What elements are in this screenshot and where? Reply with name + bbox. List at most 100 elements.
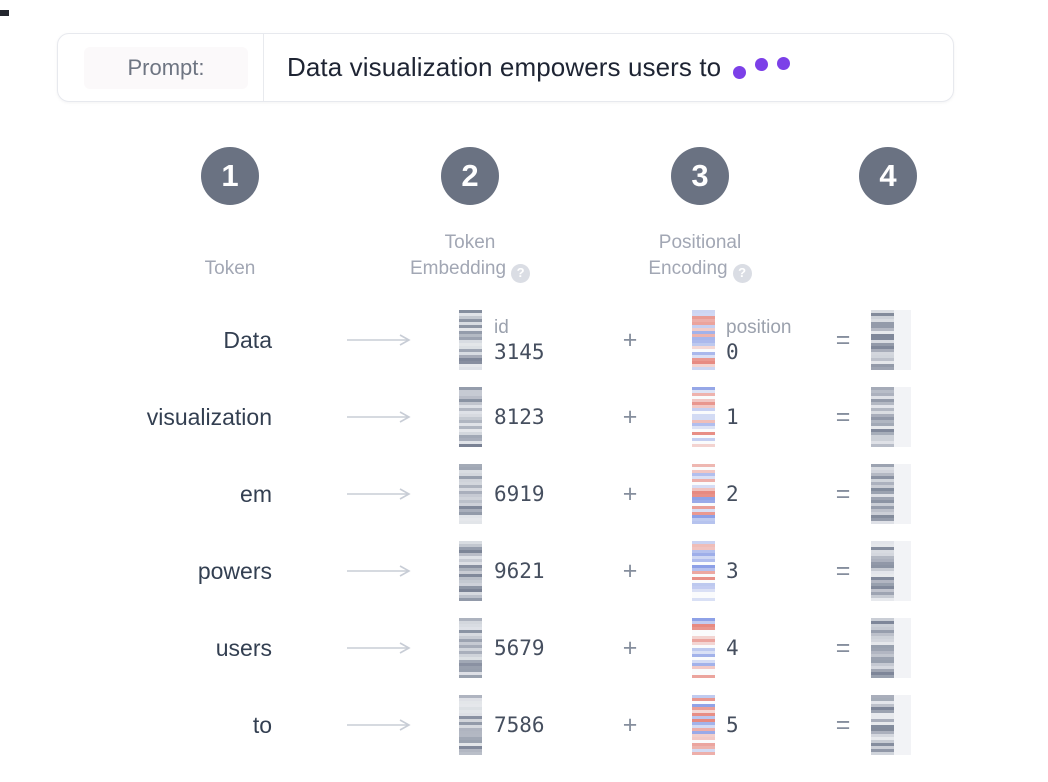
positional-encoding-header-line2: Encoding <box>648 258 728 279</box>
token-row: em id 6919 + position 2 = <box>0 463 1048 525</box>
id-label: id <box>494 316 509 338</box>
token-embedding-header-line1: Token <box>444 232 496 253</box>
prompt-divider <box>263 34 264 101</box>
plus-operator: + <box>622 557 638 585</box>
position-value: 3 <box>726 559 739 583</box>
result-embedding-barcode[interactable] <box>871 541 894 601</box>
token-label[interactable]: users <box>215 635 272 661</box>
step-4-badge: 4 <box>859 147 917 205</box>
positional-encoding-barcode[interactable] <box>692 310 715 370</box>
token-id-cell: id 5679 <box>494 617 545 679</box>
prompt-bar[interactable]: Prompt: Data visualization empowers user… <box>57 33 954 102</box>
flow-arrow-icon <box>347 642 411 654</box>
token-column-header: Token <box>120 256 340 282</box>
token-embedding-header-line2: Embedding <box>409 258 507 279</box>
step-2-badge: 2 <box>441 147 499 205</box>
equals-operator: = <box>835 480 851 508</box>
token-id-cell: id 6919 <box>494 463 545 525</box>
plus-operator: + <box>622 634 638 662</box>
token-label[interactable]: visualization <box>146 404 272 430</box>
position-value: 2 <box>726 482 739 506</box>
loading-dot-icon <box>755 58 769 71</box>
loading-dot-icon <box>777 57 791 70</box>
prompt-label-chip: Prompt: <box>84 47 248 89</box>
token-row: users id 5679 + position 4 = <box>0 617 1048 679</box>
result-embedding-backdrop <box>871 310 911 370</box>
plus-operator: + <box>622 326 638 354</box>
step-3-badge: 3 <box>671 147 729 205</box>
prompt-label: Prompt: <box>127 55 205 80</box>
token-id-value: 8123 <box>494 405 545 429</box>
positional-encoding-column-header: Positional Encoding? <box>590 230 810 283</box>
position-value: 4 <box>726 636 739 660</box>
clipped-ui-artifact <box>0 10 9 16</box>
plus-operator: + <box>622 480 638 508</box>
token-embedding-barcode[interactable] <box>459 464 482 524</box>
position-value: 5 <box>726 713 739 737</box>
position-cell: position 5 <box>726 694 739 756</box>
result-embedding-barcode[interactable] <box>871 387 894 447</box>
help-icon[interactable]: ? <box>511 263 531 283</box>
token-embedding-barcode[interactable] <box>459 618 482 678</box>
token-id-cell: id 8123 <box>494 386 545 448</box>
token-label[interactable]: Data <box>223 327 272 353</box>
flow-arrow-icon <box>347 565 411 577</box>
prompt-text[interactable]: Data visualization empowers users to <box>287 52 722 82</box>
position-cell: position 4 <box>726 617 739 679</box>
token-row: powers id 9621 + position 3 = <box>0 540 1048 602</box>
result-embedding-backdrop <box>871 464 911 524</box>
token-embedding-barcode[interactable] <box>459 541 482 601</box>
token-embedding-barcode[interactable] <box>459 695 482 755</box>
token-id-cell: id 9621 <box>494 540 545 602</box>
result-embedding-backdrop <box>871 618 911 678</box>
token-id-value: 9621 <box>494 559 545 583</box>
help-icon[interactable]: ? <box>732 263 752 283</box>
token-row: Data id 3145 + position 0 = <box>0 309 1048 371</box>
equals-operator: = <box>835 403 851 431</box>
position-value: 1 <box>726 405 739 429</box>
position-cell: position 2 <box>726 463 739 525</box>
equals-operator: = <box>835 326 851 354</box>
result-embedding-barcode[interactable] <box>871 618 894 678</box>
result-embedding-backdrop <box>871 387 911 447</box>
equals-operator: = <box>835 557 851 585</box>
result-embedding-barcode[interactable] <box>871 464 894 524</box>
positional-encoding-barcode[interactable] <box>692 387 715 447</box>
generating-indicator <box>733 57 791 79</box>
positional-encoding-barcode[interactable] <box>692 464 715 524</box>
flow-arrow-icon <box>347 719 411 731</box>
result-embedding-backdrop <box>871 541 911 601</box>
result-embedding-backdrop <box>871 695 911 755</box>
plus-operator: + <box>622 403 638 431</box>
positional-encoding-barcode[interactable] <box>692 618 715 678</box>
position-cell: position 1 <box>726 386 739 448</box>
token-row: to id 7586 + position 5 = <box>0 694 1048 756</box>
token-id-value: 7586 <box>494 713 545 737</box>
position-cell: position 0 <box>726 309 792 371</box>
token-label[interactable]: em <box>240 481 272 507</box>
token-embedding-barcode[interactable] <box>459 387 482 447</box>
token-id-value: 3145 <box>494 339 545 364</box>
flow-arrow-icon <box>347 334 411 346</box>
flow-arrow-icon <box>347 411 411 423</box>
result-embedding-barcode[interactable] <box>871 695 894 755</box>
result-embedding-barcode[interactable] <box>871 310 894 370</box>
positional-encoding-header-line1: Positional <box>658 232 742 253</box>
token-label[interactable]: to <box>252 712 272 738</box>
positional-encoding-barcode[interactable] <box>692 541 715 601</box>
position-label: position <box>726 316 792 338</box>
plus-operator: + <box>622 711 638 739</box>
token-row: visualization id 8123 + position 1 = <box>0 386 1048 448</box>
token-label[interactable]: powers <box>197 558 272 584</box>
step-1-badge: 1 <box>201 147 259 205</box>
token-id-value: 5679 <box>494 636 545 660</box>
token-header-label: Token <box>204 258 256 279</box>
position-cell: position 3 <box>726 540 739 602</box>
positional-encoding-barcode[interactable] <box>692 695 715 755</box>
token-id-value: 6919 <box>494 482 545 506</box>
token-embedding-barcode[interactable] <box>459 310 482 370</box>
equals-operator: = <box>835 711 851 739</box>
token-id-cell: id 3145 <box>494 309 545 371</box>
token-id-cell: id 7586 <box>494 694 545 756</box>
